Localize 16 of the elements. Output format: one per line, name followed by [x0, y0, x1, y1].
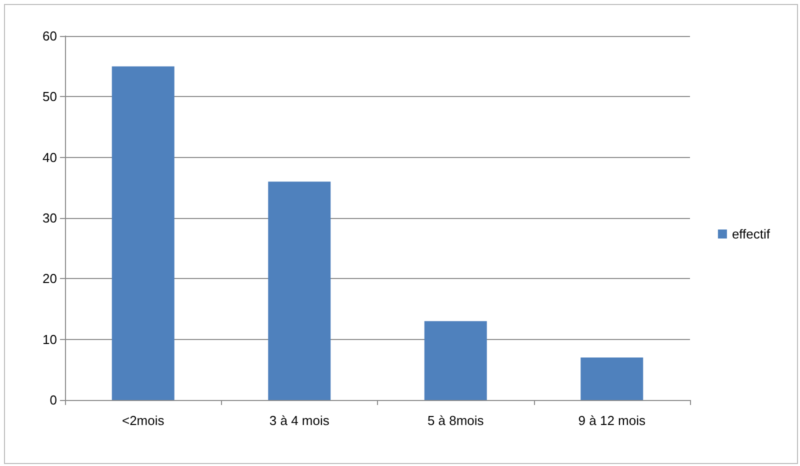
x-tick-label: 3 à 4 mois [269, 413, 330, 428]
x-tick-label: 9 à 12 mois [578, 413, 646, 428]
bar [424, 321, 487, 400]
bar [268, 182, 331, 400]
y-tick-label: 10 [42, 332, 57, 347]
y-tick-label: 30 [42, 210, 57, 226]
y-tick-label: 40 [42, 150, 57, 165]
bar [112, 66, 174, 400]
y-tick-label: 0 [50, 392, 57, 408]
x-tick-label: 5 à 8mois [427, 413, 484, 428]
y-tick-label: 60 [42, 28, 57, 44]
bar [580, 358, 644, 400]
x-tick-label: <2mois [122, 413, 165, 428]
legend-label: effectif [732, 226, 770, 242]
y-tick-label: 50 [42, 89, 57, 104]
y-tick-label: 20 [42, 271, 57, 286]
